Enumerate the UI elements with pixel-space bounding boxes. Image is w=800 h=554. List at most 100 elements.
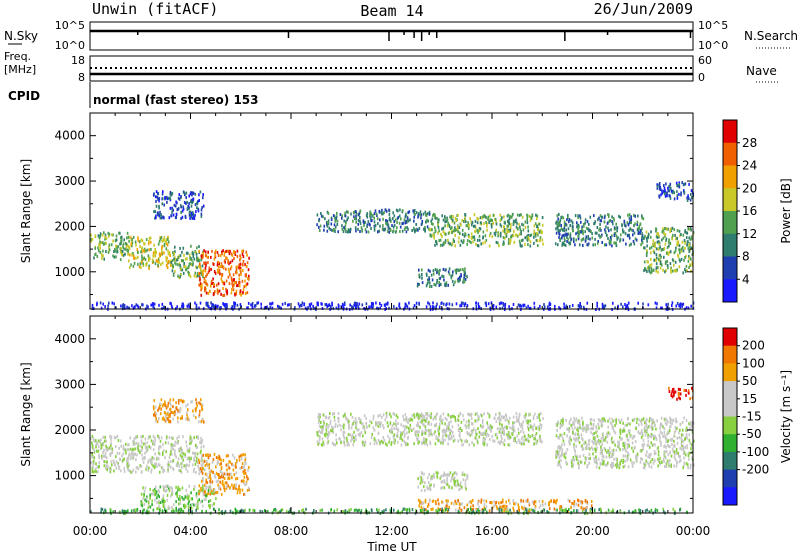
- velocity-cell: [332, 431, 335, 434]
- power-cell: [206, 273, 208, 277]
- power-cell: [229, 260, 232, 264]
- power-cell: [120, 246, 122, 250]
- power-cell: [691, 261, 693, 265]
- power-cell: [222, 287, 224, 290]
- velocity-cell: [197, 506, 199, 510]
- power-cell: [407, 227, 409, 231]
- power-cell: [378, 229, 380, 233]
- velocity-cell: [129, 436, 131, 440]
- power-cell: [563, 224, 566, 228]
- velocity-cell: [148, 466, 150, 470]
- velocity-cell: [397, 427, 399, 431]
- velocity-cell: [134, 447, 136, 451]
- velocity-cell: [222, 458, 225, 462]
- power-cell: [100, 253, 103, 257]
- velocity-cell: [183, 464, 185, 468]
- velocity-cell: [135, 435, 137, 439]
- power-cell: [130, 263, 132, 267]
- velocity-cell: [171, 446, 173, 450]
- velocity-cell: [534, 433, 537, 437]
- power-cell: [689, 237, 692, 241]
- power-cell: [458, 269, 460, 272]
- power-cell: [165, 264, 168, 267]
- power-cell: [512, 234, 515, 238]
- power-cell: [385, 302, 388, 306]
- power-cell: [368, 222, 370, 226]
- power-cell: [186, 267, 188, 271]
- power-cell: [102, 302, 104, 306]
- power-cell: [141, 246, 143, 250]
- power-cell: [348, 229, 350, 233]
- power-cell: [580, 305, 582, 309]
- power-cell: [565, 232, 567, 236]
- velocity-cell: [181, 496, 183, 500]
- velocity-cell: [209, 486, 212, 490]
- power-cell: [454, 228, 456, 232]
- velocity-cell: [329, 412, 331, 415]
- velocity-cell: [330, 429, 332, 432]
- power-cell: [122, 253, 125, 257]
- velocity-cell: [194, 455, 196, 459]
- power-cell: [619, 233, 622, 237]
- power-cell: [630, 218, 633, 222]
- velocity-cell: [159, 501, 162, 504]
- power-cell: [618, 214, 620, 218]
- power-cell: [450, 217, 453, 221]
- power-cell: [442, 267, 445, 271]
- power-cell: [425, 213, 427, 217]
- power-cell: [660, 193, 662, 197]
- power-cell: [220, 292, 222, 296]
- velocity-cell: [595, 465, 598, 469]
- velocity-cell: [508, 421, 510, 425]
- velocity-cell: [145, 467, 147, 471]
- power-cell: [672, 189, 674, 193]
- velocity-cell: [173, 503, 175, 507]
- velocity-cell: [144, 437, 147, 441]
- velocity-cell: [488, 415, 491, 419]
- velocity-cell: [371, 432, 373, 436]
- velocity-cell: [93, 438, 95, 442]
- power-cell: [155, 259, 158, 263]
- power-cell: [227, 249, 230, 253]
- power-cell: [218, 269, 221, 273]
- power-cell: [599, 227, 601, 231]
- velocity-cell: [157, 506, 159, 510]
- velocity-cell: [204, 493, 206, 497]
- power-cell: [670, 227, 672, 231]
- velocity-cell: [170, 494, 172, 498]
- velocity-cell: [462, 443, 464, 447]
- velocity-cell: [461, 473, 464, 476]
- velocity-cell: [148, 445, 150, 449]
- velocity-cell: [372, 417, 375, 421]
- velocity-cell: [598, 426, 600, 430]
- power-cell: [167, 249, 169, 253]
- power-cell: [185, 268, 187, 272]
- freq-tick-low: 8: [78, 71, 85, 84]
- power-cell: [148, 248, 150, 252]
- power-cell: [464, 233, 467, 237]
- power-cell: [676, 240, 679, 244]
- power-cell: [140, 266, 142, 270]
- power-cell: [517, 234, 519, 238]
- power-cell: [241, 249, 243, 253]
- velocity-cell: [197, 464, 199, 468]
- power-cell: [152, 260, 155, 264]
- power-cell: [587, 228, 590, 232]
- power-cell: [171, 211, 173, 214]
- velocity-cell: [140, 503, 143, 507]
- velocity-cell: [515, 441, 518, 445]
- power-cell: [676, 229, 679, 233]
- power-cell: [455, 271, 458, 275]
- power-cell: [591, 236, 594, 240]
- power-cell: [371, 306, 374, 310]
- velocity-cell: [395, 423, 397, 427]
- power-cell: [366, 225, 368, 229]
- velocity-cell: [450, 415, 452, 419]
- power-cell: [637, 214, 639, 218]
- velocity-cell: [225, 485, 228, 489]
- power-cell: [657, 266, 659, 270]
- power-cell: [165, 240, 167, 244]
- velocity-cell: [186, 463, 188, 467]
- power-cell: [557, 227, 559, 231]
